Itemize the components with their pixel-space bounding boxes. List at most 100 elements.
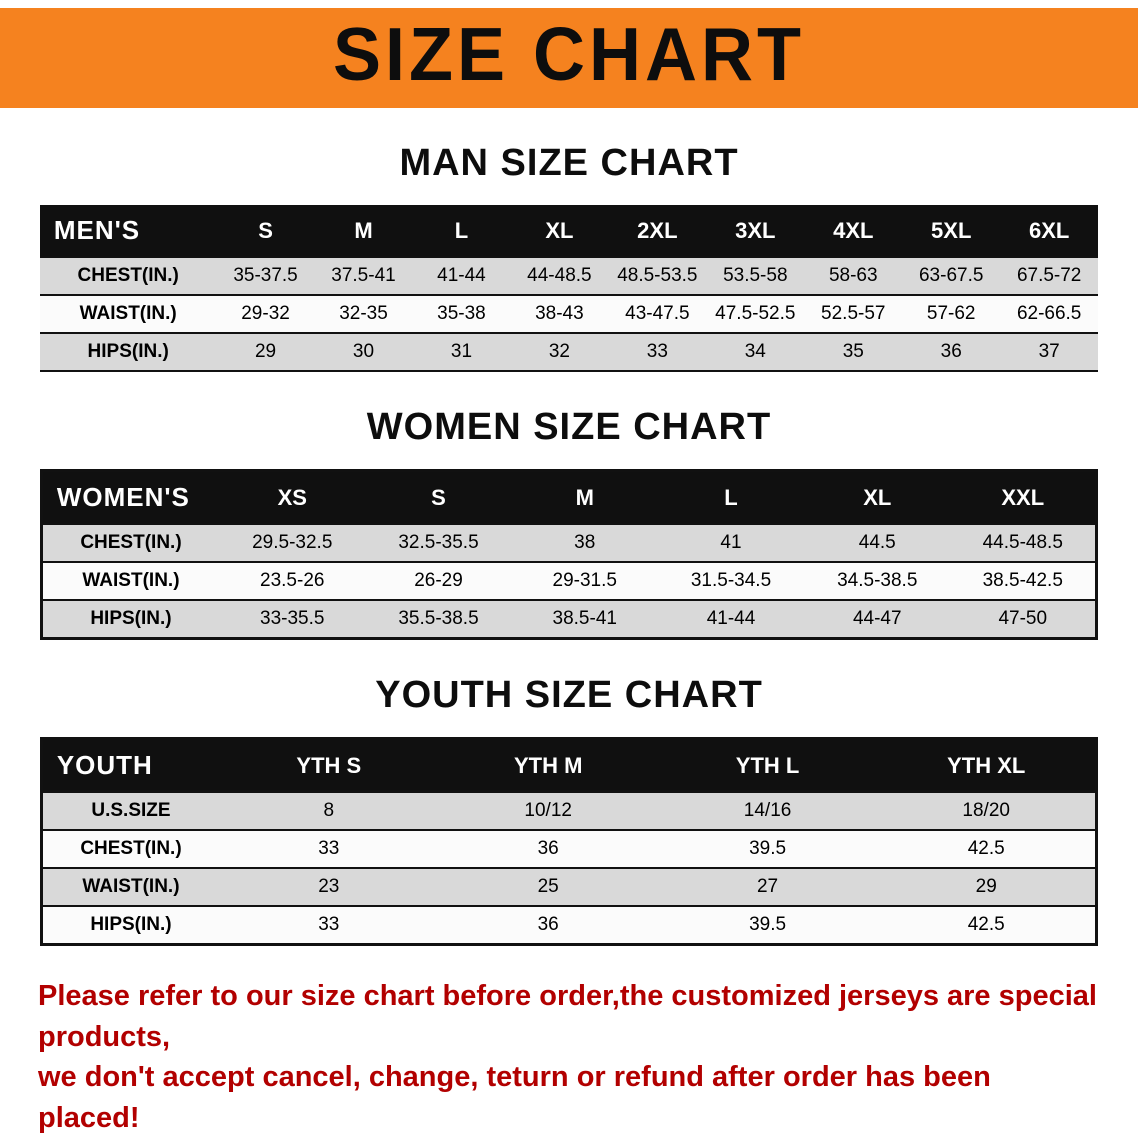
row-label: U.S.SIZE [41, 792, 220, 830]
size-column-header: S [365, 470, 512, 524]
youth-section-heading: YOUTH SIZE CHART [375, 674, 763, 716]
size-value: 42.5 [877, 830, 1097, 868]
size-value: 38-43 [510, 295, 609, 333]
size-value: 38 [511, 524, 658, 562]
table-row: CHEST(IN.) 35-37.5 37.5-41 41-44 44-48.5 48.5… [39, 257, 1099, 295]
size-value: 44-47 [804, 600, 951, 639]
size-value: 43-47.5 [608, 295, 707, 333]
size-value: 29 [216, 333, 315, 371]
size-value: 42.5 [877, 906, 1097, 945]
table-row: U.S.SIZE 8 10/12 14/16 18/20 [41, 792, 1097, 830]
size-value: 32 [510, 333, 609, 371]
size-value: 48.5-53.5 [608, 257, 707, 295]
table-row: WAIST(IN.) 23 25 27 29 [41, 868, 1097, 906]
women-size-section: WOMEN SIZE CHART WOMEN'S XS S M L XL XXL CHEST… [0, 406, 1138, 640]
size-value: 14/16 [657, 792, 878, 830]
size-value: 39.5 [657, 830, 878, 868]
size-column-header: YTH XL [877, 738, 1097, 792]
size-value: 36 [902, 333, 1001, 371]
row-label: WAIST(IN.) [39, 295, 217, 333]
size-value: 37.5-41 [314, 257, 413, 295]
men-size-section: MAN SIZE CHART MEN'S S M L XL 2XL 3XL 4XL 5XL 6XL… [0, 142, 1138, 372]
table-row: CHEST(IN.) 33 36 39.5 42.5 [41, 830, 1097, 868]
size-value: 33-35.5 [219, 600, 366, 639]
men-table-header: MEN'S S M L XL 2XL 3XL 4XL 5XL 6XL [39, 205, 1099, 257]
size-value: 58-63 [804, 257, 903, 295]
size-value: 34 [706, 333, 805, 371]
size-value: 30 [314, 333, 413, 371]
size-column-header: XS [219, 470, 366, 524]
size-value: 26-29 [365, 562, 512, 600]
table-title-cell: WOMEN'S [41, 470, 220, 524]
size-value: 27 [657, 868, 878, 906]
size-value: 34.5-38.5 [804, 562, 951, 600]
youth-table-body: U.S.SIZE 8 10/12 14/16 18/20 CHEST(IN.) 33 36 39… [41, 792, 1097, 945]
notice-line-1: Please refer to our size chart before or… [38, 980, 1097, 1053]
size-column-header: M [314, 205, 413, 257]
size-value: 31.5-34.5 [657, 562, 805, 600]
size-value: 38.5-42.5 [950, 562, 1097, 600]
size-value: 33 [219, 830, 439, 868]
row-label: HIPS(IN.) [41, 600, 220, 639]
size-value: 47.5-52.5 [706, 295, 805, 333]
youth-table-header: YOUTH YTH S YTH M YTH L YTH XL [41, 738, 1097, 792]
size-chart-page: SIZE CHART MAN SIZE CHART MEN'S S M L XL 2XL 3… [0, 8, 1138, 1140]
table-row: HIPS(IN.) 33 36 39.5 42.5 [41, 906, 1097, 945]
size-value: 29 [877, 868, 1097, 906]
table-row: HIPS(IN.) 29 30 31 32 33 34 35 36 37 [39, 333, 1099, 371]
size-column-header: 4XL [804, 205, 903, 257]
women-table-body: CHEST(IN.) 29.5-32.5 32.5-35.5 38 41 44.5 44.5… [41, 524, 1097, 639]
size-value: 35-37.5 [216, 257, 315, 295]
row-label: CHEST(IN.) [39, 257, 217, 295]
size-column-header: 6XL [1000, 205, 1099, 257]
men-section-heading: MAN SIZE CHART [399, 142, 739, 184]
row-label: WAIST(IN.) [41, 868, 220, 906]
size-value: 53.5-58 [706, 257, 805, 295]
size-column-header: YTH L [657, 738, 878, 792]
size-value: 44.5-48.5 [950, 524, 1097, 562]
size-value: 29-32 [216, 295, 315, 333]
women-table-header: WOMEN'S XS S M L XL XXL [41, 470, 1097, 524]
size-value: 32-35 [314, 295, 413, 333]
header-row: YOUTH YTH S YTH M YTH L YTH XL [41, 738, 1097, 792]
size-value: 32.5-35.5 [365, 524, 512, 562]
size-value: 52.5-57 [804, 295, 903, 333]
table-title-cell: MEN'S [39, 205, 217, 257]
size-value: 35 [804, 333, 903, 371]
size-value: 38.5-41 [511, 600, 658, 639]
size-value: 41 [657, 524, 805, 562]
size-value: 29-31.5 [511, 562, 658, 600]
footer-notice: Please refer to our size chart before or… [0, 976, 1138, 1138]
size-value: 44.5 [804, 524, 951, 562]
table-title-cell: YOUTH [41, 738, 220, 792]
table-row: WAIST(IN.) 29-32 32-35 35-38 38-43 43-47.5 47.… [39, 295, 1099, 333]
size-column-header: 3XL [706, 205, 805, 257]
size-value: 62-66.5 [1000, 295, 1099, 333]
size-value: 37 [1000, 333, 1099, 371]
size-column-header: L [657, 470, 805, 524]
men-size-table: MEN'S S M L XL 2XL 3XL 4XL 5XL 6XL CHEST(IN.) 35-3… [39, 205, 1099, 372]
size-value: 67.5-72 [1000, 257, 1099, 295]
row-label: WAIST(IN.) [41, 562, 220, 600]
size-column-header: 2XL [608, 205, 707, 257]
size-column-header: XL [510, 205, 609, 257]
size-value: 57-62 [902, 295, 1001, 333]
size-value: 35.5-38.5 [365, 600, 512, 639]
size-value: 47-50 [950, 600, 1097, 639]
size-value: 36 [438, 906, 658, 945]
size-value: 35-38 [412, 295, 511, 333]
size-value: 23.5-26 [219, 562, 366, 600]
row-label: HIPS(IN.) [41, 906, 220, 945]
row-label: HIPS(IN.) [39, 333, 217, 371]
size-value: 36 [438, 830, 658, 868]
size-column-header: YTH S [219, 738, 439, 792]
table-row: WAIST(IN.) 23.5-26 26-29 29-31.5 31.5-34.5 34… [41, 562, 1097, 600]
youth-size-table: YOUTH YTH S YTH M YTH L YTH XL U.S.SIZE 8 10/1… [39, 737, 1099, 946]
size-value: 63-67.5 [902, 257, 1001, 295]
size-column-header: L [412, 205, 511, 257]
size-column-header: YTH M [438, 738, 658, 792]
notice-line-2: we don't accept cancel, change, teturn o… [38, 1061, 991, 1134]
size-value: 29.5-32.5 [219, 524, 366, 562]
size-value: 41-44 [657, 600, 805, 639]
size-value: 8 [219, 792, 439, 830]
